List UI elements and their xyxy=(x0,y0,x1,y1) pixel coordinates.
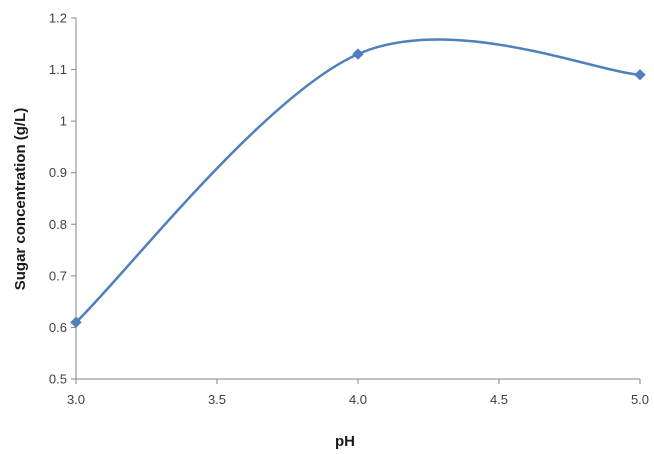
y-axis-title: Sugar concentration (g/L) xyxy=(12,108,29,291)
data-point-marker xyxy=(634,69,646,81)
y-tick-label: 1 xyxy=(60,114,67,129)
y-tick-label: 1.1 xyxy=(49,62,67,77)
x-tick-label: 3.5 xyxy=(208,392,226,407)
x-axis-title: pH xyxy=(335,433,355,450)
series-line xyxy=(74,38,642,324)
y-tick-label: 0.9 xyxy=(49,165,67,180)
x-tick-label: 4.5 xyxy=(490,392,508,407)
y-tick-label: 0.8 xyxy=(49,217,67,232)
axes xyxy=(75,18,640,380)
x-axis-ticks: 3.0 3.5 4.0 4.5 5.0 xyxy=(67,379,649,407)
data-point-marker xyxy=(70,316,82,328)
x-tick-label: 5.0 xyxy=(631,392,649,407)
y-tick-label: 0.5 xyxy=(49,372,67,387)
data-point-marker xyxy=(352,48,364,60)
x-tick-label: 3.0 xyxy=(67,392,85,407)
x-tick-label: 4.0 xyxy=(349,392,367,407)
y-tick-label: 0.6 xyxy=(49,320,67,335)
series-layer xyxy=(70,38,646,328)
y-tick-label: 1.2 xyxy=(49,11,67,26)
y-tick-label: 0.7 xyxy=(49,268,67,283)
y-axis-ticks: 0.5 0.6 0.7 0.8 0.9 1 1.1 1.2 xyxy=(49,11,76,387)
